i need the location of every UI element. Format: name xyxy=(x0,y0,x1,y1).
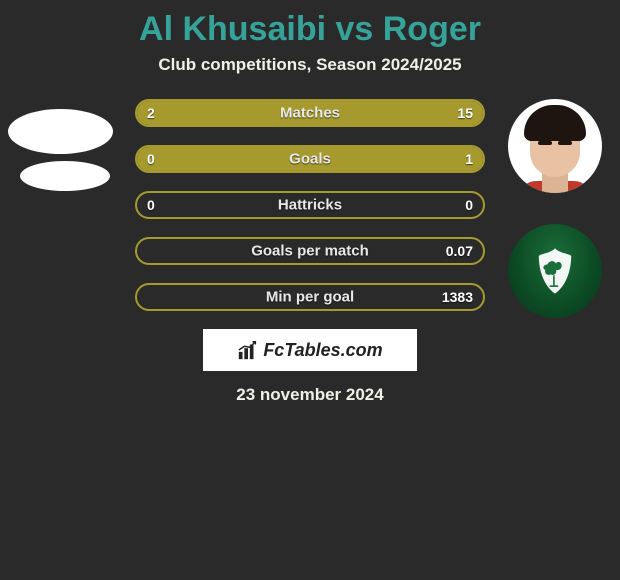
stat-value-right: 15 xyxy=(457,105,473,121)
stat-label: Goals xyxy=(137,151,483,168)
stat-label: Min per goal xyxy=(137,289,483,306)
stat-row: Hattricks0 0 xyxy=(135,191,485,219)
left-player-avatar-top xyxy=(8,109,113,154)
stats-list: Matches215Goals01Hattricks00Goals per ma… xyxy=(135,99,485,311)
stat-label: Matches xyxy=(137,105,483,122)
stat-label: Hattricks xyxy=(137,197,483,214)
page-subtitle: Club competitions, Season 2024/2025 xyxy=(0,55,620,75)
stat-value-right: 0 xyxy=(465,197,473,213)
footer-date: 23 november 2024 xyxy=(10,385,610,405)
player-face-icon xyxy=(508,99,602,193)
right-player-avatar xyxy=(508,99,602,193)
stat-row: Matches2 15 xyxy=(135,99,485,127)
stat-row: Min per goal1383 xyxy=(135,283,485,311)
left-player-avatar-bottom xyxy=(20,161,110,191)
stat-value-left: 0 xyxy=(147,151,155,167)
stat-row: Goals0 1 xyxy=(135,145,485,173)
club-crest-icon xyxy=(508,224,602,318)
brand-box: FcTables.com xyxy=(203,329,417,371)
stat-value-left: 0 xyxy=(147,197,155,213)
stat-value-right: 0.07 xyxy=(446,243,473,259)
right-club-emblem xyxy=(508,224,602,318)
stat-value-right: 1383 xyxy=(442,289,473,305)
content-area: Matches215Goals01Hattricks00Goals per ma… xyxy=(0,99,620,405)
stat-value-right: 1 xyxy=(465,151,473,167)
brand-text: FcTables.com xyxy=(263,340,382,361)
bar-chart-icon xyxy=(237,339,259,361)
stat-row: Goals per match0.07 xyxy=(135,237,485,265)
stat-value-left: 2 xyxy=(147,105,155,121)
stat-label: Goals per match xyxy=(137,243,483,260)
page-title: Al Khusaibi vs Roger xyxy=(0,0,620,55)
